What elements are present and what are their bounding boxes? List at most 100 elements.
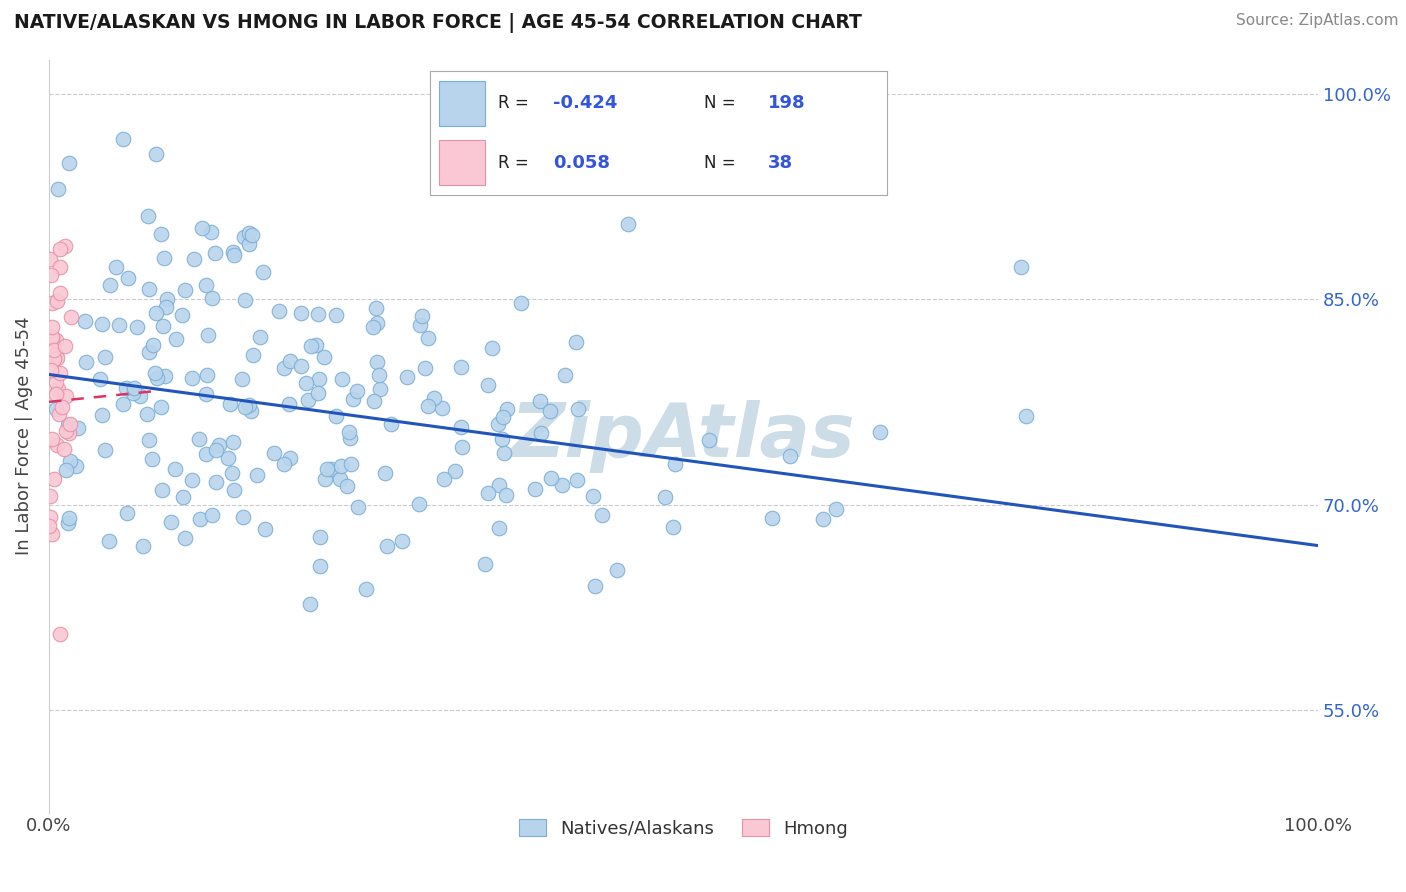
Point [45, 293, 67, 308]
Point [346, 500, 368, 514]
Point [222, 483, 245, 498]
Point [165, 333, 187, 347]
Point [55, 388, 77, 402]
Point [108, 318, 131, 332]
Point [55, 339, 77, 353]
Point [418, 331, 440, 345]
Point [408, 497, 430, 511]
Point [201, 508, 224, 523]
Point [263, 446, 285, 460]
Point [49, 260, 72, 274]
Point [433, 472, 456, 486]
Point [41, 527, 63, 541]
Point [233, 401, 256, 415]
Point [308, 558, 330, 573]
Point [477, 378, 499, 392]
Point [59, 453, 82, 467]
Point [366, 316, 388, 330]
Point [450, 420, 472, 434]
Point [58, 418, 80, 433]
Point [246, 468, 269, 483]
Point [308, 371, 330, 385]
Point [305, 338, 328, 352]
Point [290, 359, 312, 373]
Point [49, 366, 72, 380]
Point [49, 285, 72, 300]
Point [41, 319, 63, 334]
Point [222, 248, 245, 262]
Point [779, 449, 801, 463]
Point [591, 508, 613, 522]
Point [204, 245, 226, 260]
Point [315, 462, 337, 476]
Point [183, 252, 205, 266]
Point [309, 530, 332, 544]
Point [59, 417, 82, 431]
Point [156, 292, 179, 306]
Point [416, 399, 439, 413]
Point [413, 361, 436, 376]
Point [395, 369, 418, 384]
Point [231, 372, 253, 386]
Point [222, 435, 245, 450]
Point [364, 301, 387, 315]
Point [495, 487, 517, 501]
Point [314, 472, 336, 486]
Point [336, 479, 359, 493]
Point [813, 512, 835, 526]
Point [474, 557, 496, 571]
Point [444, 464, 467, 478]
Point [122, 380, 145, 394]
Point [89, 372, 111, 386]
Point [131, 539, 153, 553]
Point [221, 467, 243, 481]
Point [194, 447, 217, 461]
Point [165, 462, 187, 476]
Point [374, 467, 396, 481]
Point [49, 243, 72, 257]
Point [321, 462, 343, 476]
Point [253, 522, 276, 536]
Point [51, 400, 73, 414]
Point [58, 511, 80, 525]
Point [75, 314, 97, 328]
Point [238, 398, 260, 412]
Point [188, 512, 211, 526]
Point [340, 457, 363, 471]
Point [45, 375, 67, 389]
Point [297, 393, 319, 408]
Point [664, 457, 686, 471]
Point [146, 370, 169, 384]
Point [662, 519, 685, 533]
Point [524, 483, 547, 497]
Point [509, 296, 531, 310]
Point [153, 369, 176, 384]
Point [307, 307, 329, 321]
Point [496, 402, 519, 417]
Point [125, 320, 148, 334]
Point [368, 382, 391, 396]
Point [188, 432, 211, 446]
Point [93, 350, 115, 364]
Point [90, 408, 112, 422]
Point [41, 432, 63, 446]
Point [48, 407, 70, 421]
Point [299, 339, 322, 353]
Point [45, 351, 67, 366]
Point [45, 333, 67, 347]
Point [145, 146, 167, 161]
Point [409, 318, 432, 333]
Point [554, 368, 576, 382]
Point [240, 403, 263, 417]
Point [49, 627, 72, 641]
Point [142, 337, 165, 351]
Point [174, 531, 197, 545]
Point [430, 401, 453, 415]
Point [219, 397, 242, 411]
Point [329, 472, 352, 486]
Point [100, 278, 122, 293]
Point [564, 335, 586, 350]
Point [45, 402, 67, 417]
Point [195, 368, 218, 382]
Point [112, 132, 135, 146]
